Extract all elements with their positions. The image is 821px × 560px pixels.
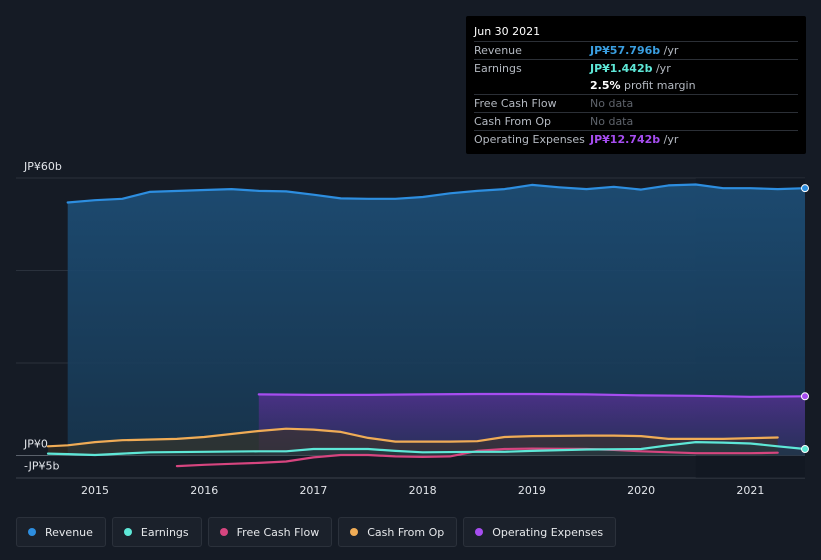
series-areas [48,184,805,456]
legend-label: Revenue [45,525,93,539]
x-tick-label: 2015 [81,484,109,497]
legend-dot [123,528,132,536]
chart-legend: Revenue Earnings Free Cash Flow Cash Fro… [16,517,617,547]
legend-label: Free Cash Flow [236,525,320,539]
earnings-end-marker [801,445,809,454]
free-cash-flow-line [175,447,779,468]
tooltip-label: Free Cash Flow [474,97,557,110]
legend-item-revenue[interactable]: Revenue [16,517,106,547]
tooltip-label [474,77,590,94]
y-axis-label: JP¥0 [23,438,48,451]
axes: JP¥60b JP¥0 -JP¥5b 2015 2016 2017 2018 2019 2020… [23,160,764,497]
tooltip-label: Cash From Op [474,115,552,128]
tooltip-unit: /yr [660,133,679,146]
y-axis-label: JP¥60b [23,160,62,173]
legend-item-earnings[interactable]: Earnings [111,517,202,547]
tooltip-row-profit-margin: 2.5% profit margin [474,77,798,94]
tooltip-value: No data [590,97,634,110]
x-tick-label: 2018 [409,484,437,497]
legend-dot [350,528,359,536]
y-axis-label: -JP¥5b [24,460,59,473]
legend-label: Operating Expenses [492,525,604,539]
tooltip-date: Jun 30 2021 [474,25,541,38]
x-tick-label: 2019 [518,484,546,497]
legend-item-operating-expenses[interactable]: Operating Expenses [463,517,617,547]
legend-dot [28,528,36,536]
tooltip-row-operating-expenses: Operating Expenses JP¥12.742b /yr [474,130,798,148]
legend-item-free-cash-flow[interactable]: Free Cash Flow [207,517,333,547]
legend-label: Earnings [140,525,189,539]
operating-expenses-line [257,392,807,398]
legend-item-cash-from-op[interactable]: Cash From Op [338,517,458,547]
tooltip-unit: profit margin [620,79,696,92]
legend-label: Cash From Op [367,525,445,539]
legend-dot [219,528,228,536]
tooltip-row-cash-from-op: Cash From Op No data [474,112,798,130]
tooltip-value: JP¥1.442b [590,62,653,75]
legend-dot [475,528,484,536]
series-lines [46,183,807,468]
operating-expenses-end-marker [801,392,809,401]
revenue-line [66,183,807,204]
x-tick-label: 2021 [736,484,764,497]
tooltip-row-free-cash-flow: Free Cash Flow No data [474,94,798,112]
tooltip-value: JP¥12.742b [590,133,661,146]
x-tick-label: 2020 [627,484,655,497]
tooltip-unit: /yr [660,44,679,57]
tooltip-row-revenue: Revenue JP¥57.796b /yr [474,41,798,59]
tooltip-value: No data [590,115,634,128]
tooltip-label: Operating Expenses [474,133,585,146]
tooltip-unit: /yr [652,62,671,75]
tooltip-row-earnings: Earnings JP¥1.442b /yr [474,59,798,77]
x-tick-label: 2016 [190,484,218,497]
revenue-end-marker [801,184,809,193]
tooltip-label: Earnings [474,62,522,75]
tooltip-value: JP¥57.796b [590,44,661,57]
earnings-line [46,441,807,457]
x-tick-label: 2017 [299,484,327,497]
revenue-area [67,184,805,456]
cash-from-op-line [46,427,779,448]
tooltip-value: 2.5% [590,79,621,92]
data-tooltip: Jun 30 2021 Revenue JP¥57.796b /yr Earni… [466,16,806,154]
tooltip-label: Revenue [474,44,522,57]
series-end-markers [801,184,809,454]
